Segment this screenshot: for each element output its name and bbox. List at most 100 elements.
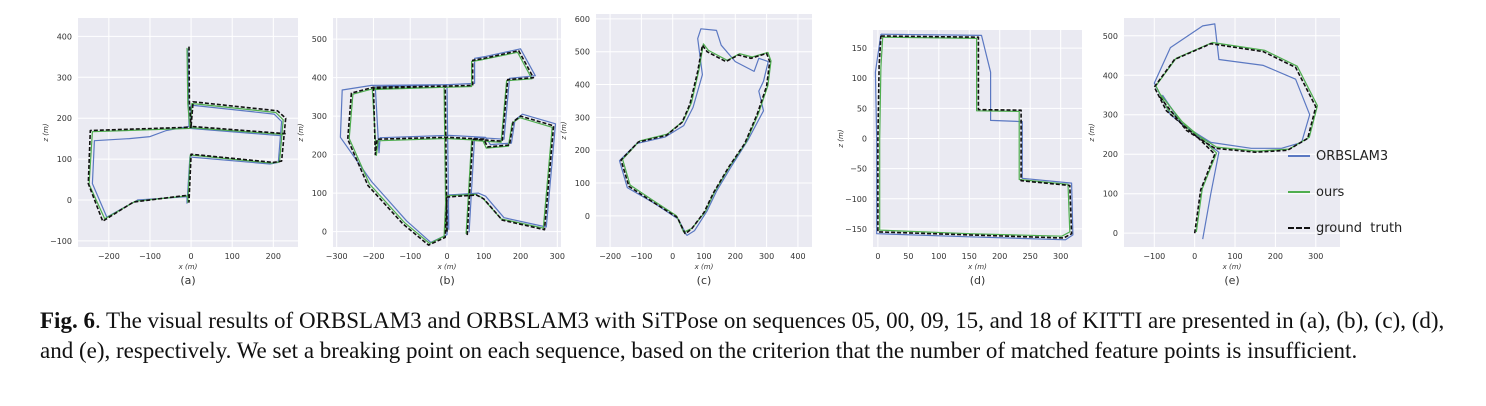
x-tick-label: 100	[225, 252, 240, 261]
y-tick-label: −100	[50, 237, 72, 246]
y-tick-label: −50	[850, 165, 867, 174]
x-tick-label: 100	[696, 252, 711, 261]
x-tick-label: 300	[1308, 252, 1323, 261]
y-tick-label: 500	[1103, 32, 1118, 41]
series-line-ours	[348, 51, 553, 245]
caption-text: . The visual results of ORBSLAM3 and ORB…	[40, 308, 1445, 363]
legend-entry-orbslam3: ORBSLAM3	[1288, 146, 1388, 166]
y-tick-label: 0	[1113, 229, 1118, 238]
y-tick-label: 600	[575, 15, 590, 24]
legend-swatch-ground-truth	[1288, 227, 1310, 229]
trajectory-figure: −200 −100 0 100 200 −100 0 100 200 300 400 x (m) z (…	[42, 14, 1340, 287]
legend-label-ground-truth: ground truth	[1316, 220, 1403, 236]
y-tick-label: 300	[312, 112, 327, 121]
x-tick-label: 0	[875, 252, 880, 261]
series-line-orbslam3	[339, 48, 557, 243]
y-tick-label: 0	[862, 135, 867, 144]
y-tick-label: 50	[857, 104, 867, 113]
y-tick-label: 400	[575, 81, 590, 90]
legend-label-ours: ours	[1316, 184, 1345, 200]
panel-label: (d)	[970, 274, 986, 287]
x-tick-label: −100	[139, 252, 161, 261]
series-line-ground-truth	[1153, 42, 1317, 234]
figure-caption: Fig. 6. The visual results of ORBSLAM3 a…	[40, 306, 1460, 366]
x-tick-label: −100	[1143, 252, 1165, 261]
x-tick-label: 200	[513, 252, 528, 261]
series-line-ours	[88, 47, 284, 220]
chart-panel-5: −100 0 100 200 300 0 100 200 300 400 500 x (m) z (m)…	[1088, 18, 1340, 287]
y-tick-label: 500	[575, 48, 590, 57]
x-tick-label: 150	[962, 252, 977, 261]
legend-entry-ours: ours	[1288, 182, 1344, 202]
series-line-ground-truth	[877, 35, 1073, 239]
y-tick-label: 150	[852, 44, 867, 53]
x-tick-label: 100	[931, 252, 946, 261]
legend-swatch-ours	[1288, 191, 1310, 193]
x-tick-label: −100	[630, 252, 652, 261]
y-tick-label: 300	[57, 73, 72, 82]
x-axis-label: x (m)	[694, 263, 714, 271]
panel-label: (c)	[697, 274, 712, 287]
y-tick-label: −150	[845, 225, 867, 234]
x-axis-label: x (m)	[1222, 263, 1242, 271]
x-tick-label: −300	[326, 252, 348, 261]
y-tick-label: 100	[57, 155, 72, 164]
y-tick-label: 400	[312, 74, 327, 83]
panel-label: (b)	[439, 274, 455, 287]
y-tick-label: 100	[1103, 190, 1118, 199]
chart-panel-4: 0 50 100 150 200 250 300 −150 −100 −50 0 50 100 150 x …	[837, 30, 1082, 287]
x-tick-label: 0	[189, 252, 194, 261]
y-axis-label: z (m)	[42, 123, 50, 142]
x-tick-label: 200	[728, 252, 743, 261]
x-tick-label: 400	[790, 252, 805, 261]
x-axis-label: x (m)	[967, 263, 987, 271]
legend: ORBSLAM3 ours ground truth	[1288, 146, 1438, 246]
series-line-ground-truth	[620, 44, 771, 235]
y-tick-label: −100	[845, 195, 867, 204]
chart-panel-2: −300 −200 −100 0 100 200 300 0 100 200 300 400 500 x …	[297, 18, 565, 287]
y-tick-label: 400	[57, 32, 72, 41]
y-axis-label: z (m)	[837, 129, 845, 148]
panel-label: (a)	[180, 274, 195, 287]
x-tick-label: 50	[903, 252, 913, 261]
y-tick-label: 200	[312, 151, 327, 160]
panel-label: (e)	[1224, 274, 1239, 287]
y-tick-label: 300	[1103, 111, 1118, 120]
y-tick-label: 200	[575, 146, 590, 155]
x-tick-label: 300	[550, 252, 565, 261]
y-tick-label: 0	[585, 212, 590, 221]
x-axis-label: x (m)	[437, 263, 457, 271]
legend-swatch-orbslam3	[1288, 155, 1310, 157]
chart-panel-1: −200 −100 0 100 200 −100 0 100 200 300 400 x (m) z (…	[42, 18, 298, 287]
caption-label: Fig. 6	[40, 308, 95, 333]
x-tick-label: 300	[1053, 252, 1068, 261]
series-line-ours	[879, 36, 1071, 237]
chart-panel-3: −200 −100 0 100 200 300 400 0 100 200 300 400 500 600…	[560, 14, 812, 287]
x-tick-label: 200	[992, 252, 1007, 261]
y-tick-label: 500	[312, 35, 327, 44]
series-line-ours	[1155, 41, 1318, 233]
x-tick-label: 250	[1023, 252, 1038, 261]
x-tick-label: −200	[599, 252, 621, 261]
y-tick-label: 200	[57, 114, 72, 123]
x-tick-label: −200	[362, 252, 384, 261]
y-tick-label: 400	[1103, 71, 1118, 80]
y-axis-label: z (m)	[560, 121, 568, 140]
y-tick-label: 300	[575, 113, 590, 122]
x-axis-label: x (m)	[178, 263, 198, 271]
x-tick-label: 200	[1268, 252, 1283, 261]
y-axis-label: z (m)	[1088, 123, 1096, 142]
y-tick-label: 0	[322, 228, 327, 237]
legend-entry-ground-truth: ground truth	[1288, 218, 1402, 238]
x-tick-label: −100	[399, 252, 421, 261]
y-tick-label: 100	[575, 179, 590, 188]
series-line-ground-truth	[346, 49, 555, 246]
y-axis-label: z (m)	[297, 123, 305, 142]
legend-label-orbslam3: ORBSLAM3	[1316, 148, 1389, 164]
x-tick-label: 0	[670, 252, 675, 261]
x-tick-label: 200	[266, 252, 281, 261]
x-tick-label: 0	[1192, 252, 1197, 261]
x-tick-label: 300	[759, 252, 774, 261]
y-tick-label: 0	[67, 196, 72, 205]
x-tick-label: 100	[1227, 252, 1242, 261]
